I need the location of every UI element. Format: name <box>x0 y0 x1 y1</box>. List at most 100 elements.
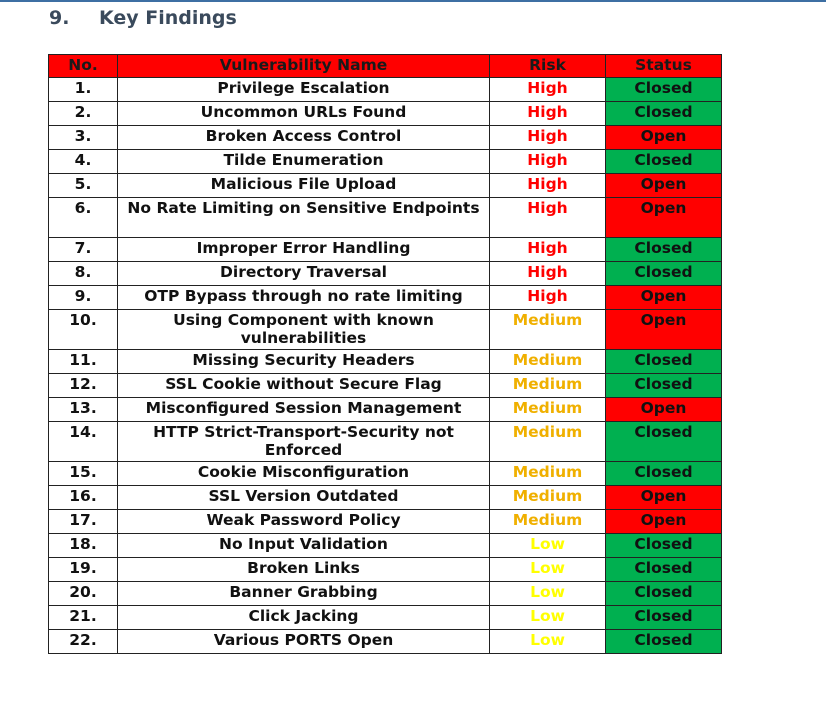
cell-name: Tilde Enumeration <box>117 149 490 174</box>
cell-name: Banner Grabbing <box>117 581 490 606</box>
cell-risk: High <box>489 173 606 198</box>
cell-status: Open <box>605 309 722 350</box>
cell-risk: Low <box>489 605 606 630</box>
cell-name: No Input Validation <box>117 533 490 558</box>
table-row: 14. HTTP Strict-Transport-Security not En… <box>48 421 722 462</box>
cell-no: 5. <box>48 173 118 198</box>
cell-status: Open <box>605 173 722 198</box>
table-row: 20. Banner Grabbing Low Closed <box>48 581 722 606</box>
cell-status: Closed <box>605 581 722 606</box>
table-header-row: No. Vulnerability Name Risk Status <box>48 54 722 78</box>
cell-name: Malicious File Upload <box>117 173 490 198</box>
table-row: 18. No Input Validation Low Closed <box>48 533 722 558</box>
cell-status: Closed <box>605 461 722 486</box>
cell-status: Closed <box>605 373 722 398</box>
cell-no: 2. <box>48 101 118 126</box>
cell-no: 19. <box>48 557 118 582</box>
table-row: 21. Click Jacking Low Closed <box>48 605 722 630</box>
cell-status: Closed <box>605 349 722 374</box>
table-row: 12. SSL Cookie without Secure Flag Medium C… <box>48 373 722 398</box>
cell-status: Closed <box>605 149 722 174</box>
cell-status: Open <box>605 197 722 238</box>
cell-status: Closed <box>605 605 722 630</box>
cell-no: 4. <box>48 149 118 174</box>
cell-risk: Medium <box>489 461 606 486</box>
cell-no: 1. <box>48 77 118 102</box>
cell-risk: Medium <box>489 349 606 374</box>
table-row: 1. Privilege Escalation High Closed <box>48 77 722 102</box>
cell-status: Closed <box>605 261 722 286</box>
cell-risk: Medium <box>489 509 606 534</box>
cell-no: 10. <box>48 309 118 350</box>
cell-risk: Low <box>489 581 606 606</box>
table-row: 2. Uncommon URLs Found High Closed <box>48 101 722 126</box>
table-row: 15. Cookie Misconfiguration Medium Closed <box>48 461 722 486</box>
cell-status: Closed <box>605 533 722 558</box>
cell-risk: Low <box>489 629 606 654</box>
cell-risk: High <box>489 101 606 126</box>
cell-name: Missing Security Headers <box>117 349 490 374</box>
top-rule <box>0 0 826 2</box>
cell-risk: High <box>489 285 606 310</box>
cell-no: 17. <box>48 509 118 534</box>
cell-name: Using Component with known vulnerabiliti… <box>117 309 490 350</box>
cell-risk: Medium <box>489 373 606 398</box>
cell-name: OTP Bypass through no rate limiting <box>117 285 490 310</box>
cell-status: Open <box>605 285 722 310</box>
table-row: 5. Malicious File Upload High Open <box>48 173 722 198</box>
cell-status: Closed <box>605 237 722 262</box>
cell-no: 3. <box>48 125 118 150</box>
cell-status: Open <box>605 485 722 510</box>
cell-name: Directory Traversal <box>117 261 490 286</box>
cell-name: Broken Access Control <box>117 125 490 150</box>
cell-name: No Rate Limiting on Sensitive Endpoints <box>117 197 490 238</box>
table-row: 8. Directory Traversal High Closed <box>48 261 722 286</box>
cell-status: Closed <box>605 629 722 654</box>
findings-table: No. Vulnerability Name Risk Status 1. Pri… <box>48 54 722 654</box>
cell-no: 9. <box>48 285 118 310</box>
table-row: 22. Various PORTS Open Low Closed <box>48 629 722 654</box>
cell-no: 13. <box>48 397 118 422</box>
header-no: No. <box>48 54 118 78</box>
table-row: 9. OTP Bypass through no rate limiting Hig… <box>48 285 722 310</box>
table-row: 19. Broken Links Low Closed <box>48 557 722 582</box>
section-title: Key Findings <box>99 7 237 29</box>
cell-no: 12. <box>48 373 118 398</box>
table-row: 17. Weak Password Policy Medium Open <box>48 509 722 534</box>
header-status: Status <box>605 54 722 78</box>
cell-risk: Medium <box>489 421 606 462</box>
cell-status: Closed <box>605 77 722 102</box>
cell-status: Closed <box>605 101 722 126</box>
table-row: 6. No Rate Limiting on Sensitive Endpoint… <box>48 197 722 238</box>
cell-status: Open <box>605 397 722 422</box>
cell-risk: Low <box>489 533 606 558</box>
cell-risk: Medium <box>489 485 606 510</box>
cell-name: Improper Error Handling <box>117 237 490 262</box>
cell-name: Click Jacking <box>117 605 490 630</box>
section-heading: 9. Key Findings <box>49 7 237 29</box>
cell-no: 8. <box>48 261 118 286</box>
cell-name: Misconfigured Session Management <box>117 397 490 422</box>
cell-name: Privilege Escalation <box>117 77 490 102</box>
cell-no: 21. <box>48 605 118 630</box>
table-row: 4. Tilde Enumeration High Closed <box>48 149 722 174</box>
cell-risk: High <box>489 261 606 286</box>
cell-name: SSL Cookie without Secure Flag <box>117 373 490 398</box>
cell-risk: High <box>489 197 606 238</box>
cell-risk: High <box>489 125 606 150</box>
cell-risk: High <box>489 149 606 174</box>
header-risk: Risk <box>489 54 606 78</box>
cell-name: Cookie Misconfiguration <box>117 461 490 486</box>
cell-no: 6. <box>48 197 118 238</box>
cell-risk: Medium <box>489 397 606 422</box>
cell-no: 14. <box>48 421 118 462</box>
cell-risk: Medium <box>489 309 606 350</box>
cell-no: 22. <box>48 629 118 654</box>
section-number: 9. <box>49 7 70 29</box>
table-row: 3. Broken Access Control High Open <box>48 125 722 150</box>
table-row: 11. Missing Security Headers Medium Closed <box>48 349 722 374</box>
cell-no: 16. <box>48 485 118 510</box>
cell-status: Closed <box>605 421 722 462</box>
cell-status: Closed <box>605 557 722 582</box>
header-vulnerability-name: Vulnerability Name <box>117 54 490 78</box>
